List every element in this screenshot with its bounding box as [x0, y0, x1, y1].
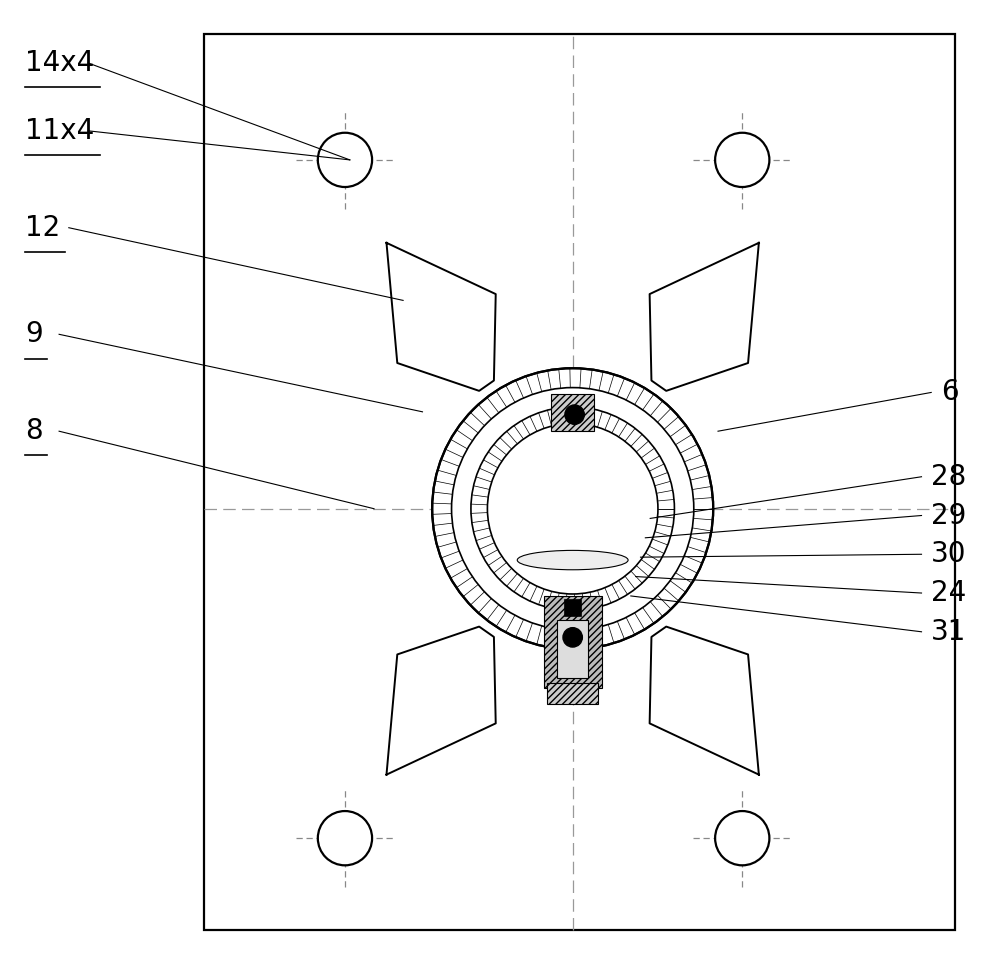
Text: 6: 6: [941, 379, 959, 406]
Circle shape: [715, 133, 769, 187]
Circle shape: [318, 133, 372, 187]
Bar: [544, 596, 602, 688]
Circle shape: [432, 368, 713, 649]
Text: 12: 12: [25, 214, 60, 241]
Ellipse shape: [517, 550, 628, 570]
Circle shape: [452, 388, 694, 630]
Bar: [547, 683, 598, 704]
Text: 28: 28: [931, 463, 966, 490]
Bar: [551, 394, 594, 431]
Text: 31: 31: [931, 618, 967, 645]
Circle shape: [318, 811, 372, 865]
Text: 8: 8: [25, 418, 43, 445]
Bar: [204, 34, 955, 930]
Circle shape: [487, 423, 658, 594]
Circle shape: [471, 407, 674, 610]
Text: 24: 24: [931, 579, 966, 607]
Text: 30: 30: [931, 541, 967, 568]
Bar: [564, 599, 581, 616]
Text: 14x4: 14x4: [25, 49, 94, 77]
Text: 9: 9: [25, 321, 43, 348]
Circle shape: [563, 628, 582, 647]
Circle shape: [565, 405, 584, 424]
Text: 29: 29: [931, 502, 967, 529]
Bar: [557, 620, 588, 678]
Text: 11x4: 11x4: [25, 117, 94, 144]
Circle shape: [715, 811, 769, 865]
